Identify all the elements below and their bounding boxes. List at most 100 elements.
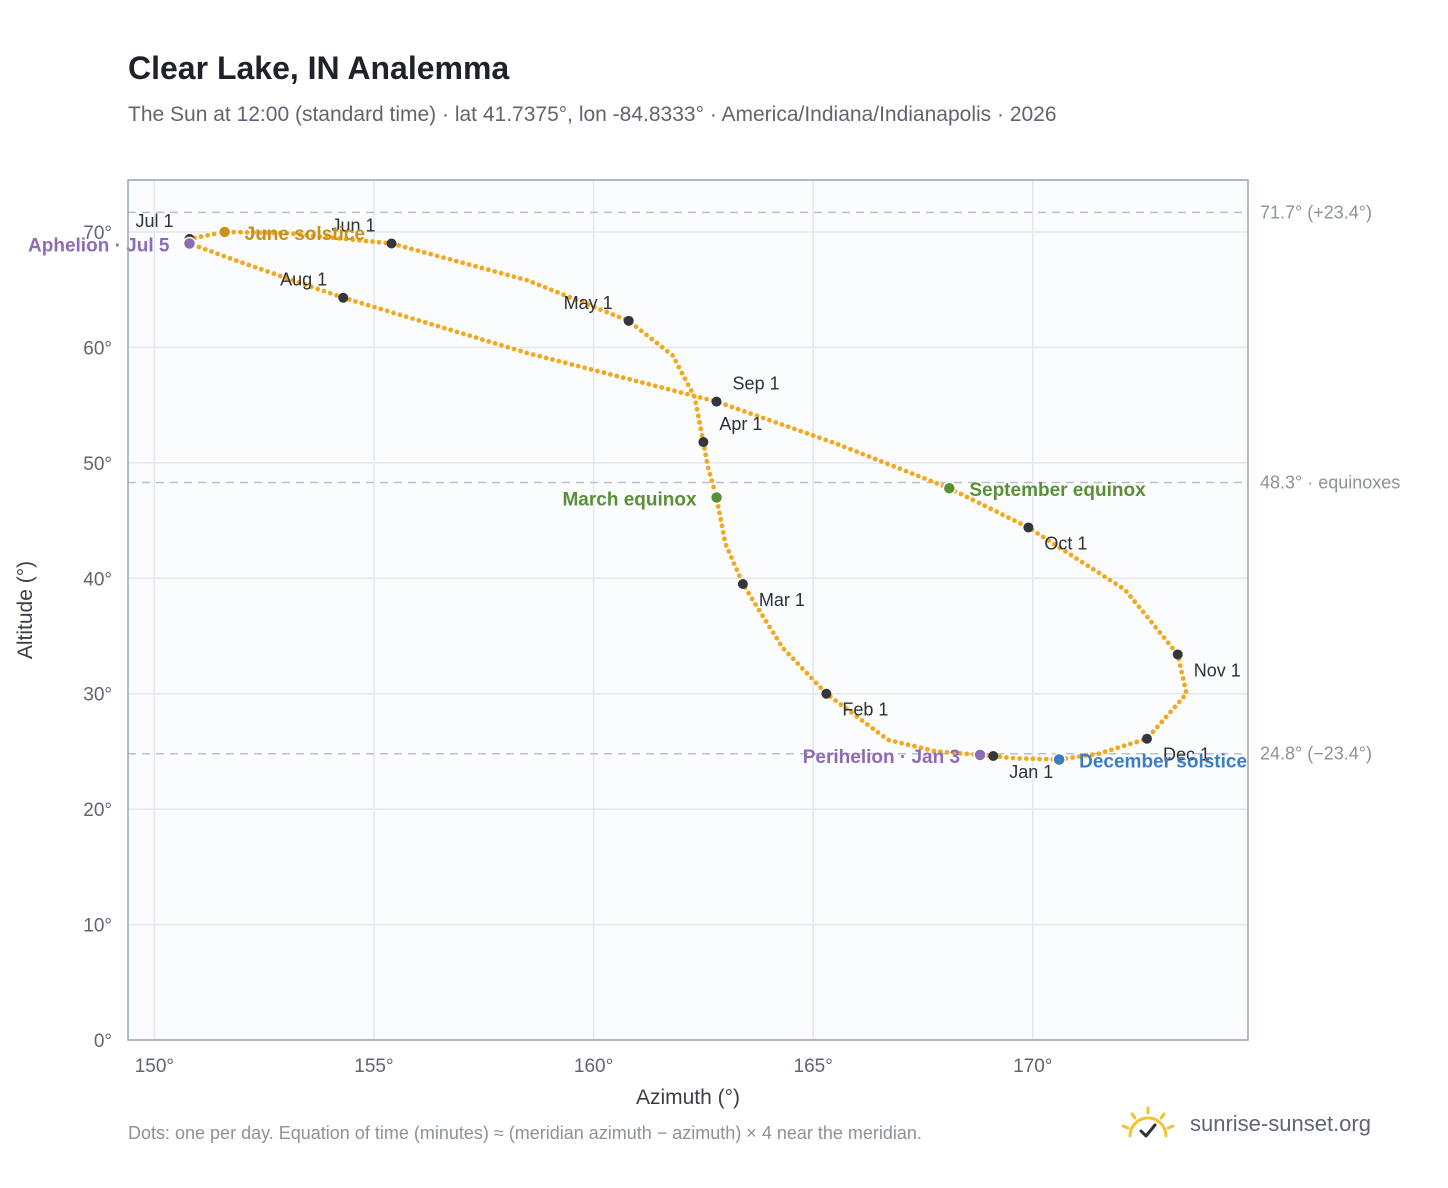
day-dot xyxy=(1017,756,1022,761)
day-dot xyxy=(505,272,510,278)
day-dot xyxy=(770,630,776,635)
x-tick-label: 160° xyxy=(574,1056,613,1077)
day-dot xyxy=(854,714,860,719)
day-dot xyxy=(1149,619,1154,625)
day-dot xyxy=(810,433,816,438)
day-dot xyxy=(838,702,844,707)
day-dot xyxy=(1109,747,1114,753)
day-dot xyxy=(703,452,709,458)
event-dot xyxy=(973,748,987,762)
day-dot xyxy=(679,370,685,376)
day-dot xyxy=(654,340,660,346)
day-dot xyxy=(735,406,741,412)
day-dot xyxy=(709,478,715,484)
day-dot xyxy=(1004,755,1009,760)
day-dot xyxy=(1010,755,1016,761)
month-label: Mar 1 xyxy=(759,590,805,610)
day-dot xyxy=(849,710,854,715)
day-dot xyxy=(492,341,498,346)
day-dot xyxy=(447,256,453,262)
day-dot xyxy=(792,426,797,432)
day-dot xyxy=(542,285,548,290)
event-label: September equinox xyxy=(969,480,1146,501)
day-dot xyxy=(905,742,911,748)
day-dot xyxy=(511,274,517,280)
day-dot xyxy=(799,666,805,671)
plot-frame xyxy=(127,179,1249,1041)
day-dot xyxy=(964,494,970,500)
day-dot xyxy=(892,739,898,744)
day-dot xyxy=(334,293,339,298)
day-dot xyxy=(672,388,677,394)
day-dot xyxy=(1157,630,1163,635)
day-dot xyxy=(337,236,342,241)
day-dot xyxy=(859,718,865,723)
day-dot xyxy=(804,670,810,676)
month-label: Dec 1 xyxy=(1163,745,1210,765)
day-dot xyxy=(284,275,289,281)
day-dot xyxy=(915,473,921,479)
analemma-curve xyxy=(187,229,1189,762)
day-dot xyxy=(665,386,671,392)
day-dot xyxy=(376,239,382,245)
day-dot xyxy=(958,491,964,497)
day-dot xyxy=(659,344,665,350)
month-label: Nov 1 xyxy=(1194,660,1241,680)
day-dot xyxy=(1115,745,1121,751)
brand[interactable]: sunrise-sunset.org xyxy=(1120,1104,1371,1144)
day-dot xyxy=(682,376,688,382)
reference-line-label: 24.8° (−23.4°) xyxy=(1260,744,1372,764)
day-dot xyxy=(707,471,713,477)
day-dot xyxy=(555,289,560,295)
day-dot xyxy=(729,404,735,410)
day-dot xyxy=(693,400,699,406)
day-dot xyxy=(875,730,881,735)
day-dot xyxy=(1046,538,1052,543)
day-dot xyxy=(676,364,682,370)
day-dot xyxy=(556,358,562,364)
day-dot xyxy=(860,451,866,457)
day-dot xyxy=(691,393,697,399)
day-dot xyxy=(365,302,371,308)
day-dot xyxy=(718,517,724,522)
day-dot xyxy=(321,288,327,294)
day-dot xyxy=(988,506,994,512)
day-dot xyxy=(773,420,779,425)
day-dot xyxy=(601,370,607,376)
day-dot xyxy=(454,329,460,335)
day-dot xyxy=(209,249,214,254)
day-dot xyxy=(416,318,422,323)
month-dot xyxy=(711,396,722,407)
day-dot xyxy=(964,751,970,757)
day-dot xyxy=(403,314,409,320)
day-dot xyxy=(854,449,860,455)
day-dot xyxy=(1107,577,1113,583)
y-tick-label: 50° xyxy=(83,454,112,475)
day-dot xyxy=(1018,521,1023,526)
day-dot xyxy=(479,265,485,271)
day-dot xyxy=(865,722,870,727)
day-dot xyxy=(754,413,760,419)
day-dot xyxy=(370,239,375,245)
day-dot xyxy=(1128,594,1133,599)
day-dot xyxy=(1165,640,1171,646)
day-dot xyxy=(649,336,655,342)
day-dot xyxy=(723,542,729,548)
day-dot xyxy=(886,737,892,743)
day-dot xyxy=(659,385,665,390)
day-dot xyxy=(903,468,909,474)
y-tick-label: 20° xyxy=(83,800,112,821)
day-dot xyxy=(277,230,283,236)
day-dot xyxy=(702,446,707,451)
month-dot xyxy=(623,315,634,326)
day-dot xyxy=(548,287,554,293)
day-dot xyxy=(699,433,705,438)
day-dot xyxy=(767,624,772,630)
day-dot xyxy=(1144,614,1150,620)
day-dot xyxy=(284,230,290,236)
day-dot xyxy=(221,253,227,259)
day-dot xyxy=(749,596,755,602)
day-dot xyxy=(291,231,296,237)
day-dot xyxy=(823,437,829,443)
day-dot xyxy=(1123,589,1129,594)
